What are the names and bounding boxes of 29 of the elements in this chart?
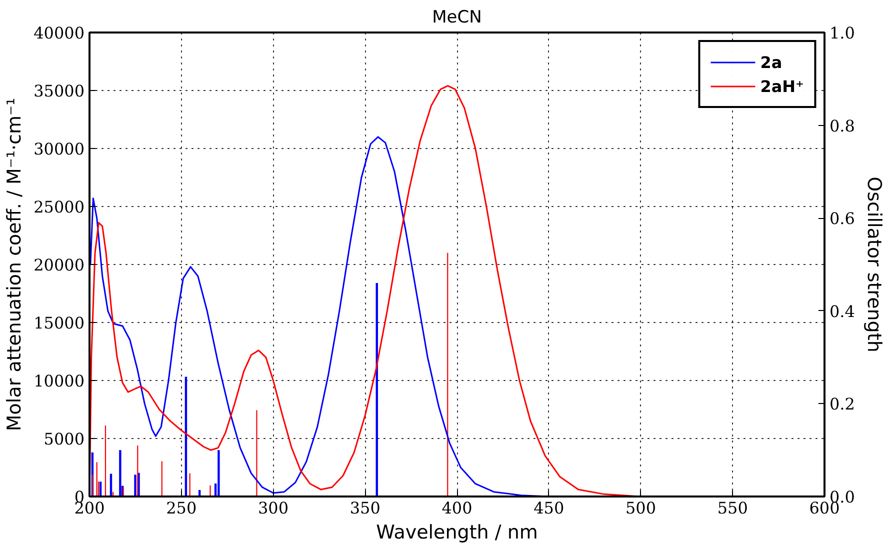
y-tick-label: 35000 — [34, 82, 85, 100]
bar — [218, 450, 220, 496]
x-tick-label: 300 — [258, 498, 289, 518]
y2-axis-title: Oscillator strength — [862, 176, 885, 352]
y2-tick-label: 1.0 — [830, 24, 855, 42]
y-tick-label: 20000 — [34, 256, 85, 274]
x-tick-label: 450 — [534, 498, 564, 518]
bar — [134, 474, 136, 496]
x-tick-label: 500 — [625, 498, 656, 518]
bar — [119, 450, 122, 496]
x-tick-label: 550 — [717, 498, 748, 518]
y-tick-label: 5000 — [44, 430, 84, 448]
legend-label: 2a — [760, 52, 782, 72]
x-tick-label: 250 — [166, 498, 197, 518]
y-tick-label: 25000 — [34, 198, 85, 216]
y-tick-label: 15000 — [34, 314, 85, 332]
x-axis-title: Wavelength / nm — [376, 522, 538, 544]
y-axis-title: Molar attenuation coeff. / M⁻¹·cm⁻¹ — [4, 98, 26, 432]
chart-title: MeCN — [432, 8, 482, 28]
y2-tick-label: 0.6 — [830, 209, 855, 228]
x-tick-label: 350 — [350, 498, 380, 518]
y-tick-label: 30000 — [34, 140, 85, 158]
x-tick-label: 400 — [442, 498, 472, 518]
y2-tick-label: 0.8 — [830, 116, 855, 136]
y2-tick-label: 0.2 — [830, 394, 855, 414]
y2-tick-label: 0.4 — [830, 302, 855, 321]
y-tick-label: 40000 — [34, 24, 85, 42]
y-tick-label: 10000 — [34, 372, 85, 390]
legend-label: 2aH⁺ — [760, 76, 804, 96]
